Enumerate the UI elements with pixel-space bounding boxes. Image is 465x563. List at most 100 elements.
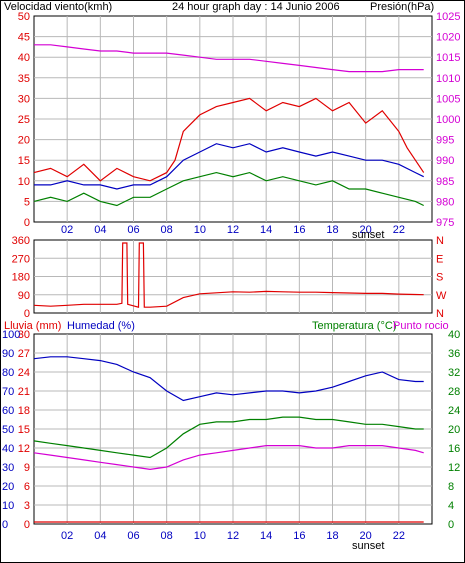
temperature-tick: 8	[448, 481, 454, 493]
pressure-tick: 1000	[436, 114, 460, 126]
humidity-tick: 0	[2, 519, 8, 531]
hour-tick: 10	[194, 224, 206, 236]
direction-tick: 360	[12, 235, 30, 247]
wind-tick: 30	[18, 93, 30, 105]
panel-3-series	[33, 356, 424, 523]
temperature-tick: 36	[448, 348, 460, 360]
hour-tick: 16	[293, 530, 305, 542]
blue-humidity-line	[33, 356, 424, 402]
humidity-tick: 50	[2, 424, 14, 436]
direction-tick: 180	[12, 272, 30, 284]
panel-3-grid	[34, 334, 432, 524]
panel-3-hour-labels: 02 04 06 08 10 12 14 16 18 20 22	[61, 530, 405, 542]
rain-tick: 0	[24, 519, 30, 531]
hour-tick: 02	[61, 530, 73, 542]
wind-tick: 25	[18, 114, 30, 126]
rain-tick: 21	[18, 386, 30, 398]
rain-tick-labels: 0 3 6 9 12 15 18 21 24 27 30	[18, 329, 30, 531]
temperature-tick: 40	[448, 329, 460, 341]
direction-tick: 270	[12, 253, 30, 265]
temperature-tick: 12	[448, 462, 460, 474]
pressure-tick: 980	[436, 196, 454, 208]
temperature-tick: 4	[448, 500, 454, 512]
humidity-tick: 40	[2, 443, 14, 455]
pressure-tick: 1010	[436, 73, 460, 85]
wind-tick: 20	[18, 135, 30, 147]
humidity-tick: 80	[2, 367, 14, 379]
humidity-tick: 60	[2, 405, 14, 417]
humidity-tick: 90	[2, 348, 14, 360]
wind-tick: 50	[18, 11, 30, 23]
pressure-tick: 1020	[436, 32, 460, 44]
temperature-axis-title: Temperatura (°C)	[312, 320, 396, 332]
pressure-tick: 1015	[436, 52, 460, 64]
dewpoint-axis-title: Punto rocio	[393, 320, 449, 332]
wind-axis-title: Velocidad viento(kmh)	[4, 1, 112, 13]
temp-humidity-panel: Lluvia (mm) Humedad (%) Temperatura (°C)…	[2, 320, 460, 552]
hour-tick: 04	[94, 530, 106, 542]
humidity-tick: 70	[2, 386, 14, 398]
hour-tick: 14	[260, 530, 272, 542]
wind-tick: 35	[18, 73, 30, 85]
hour-tick: 22	[393, 224, 405, 236]
humidity-tick-labels: 0 10 20 30 40 50 60 70 80 90 100	[2, 329, 20, 531]
rain-tick: 15	[18, 424, 30, 436]
green-wind-low-line	[33, 171, 424, 207]
red-wind-direction-line	[33, 242, 424, 308]
temperature-tick: 32	[448, 367, 460, 379]
rain-tick: 6	[24, 481, 30, 493]
pressure-tick: 985	[436, 176, 454, 188]
magenta-pressure-line	[34, 44, 424, 73]
humidity-tick: 20	[2, 481, 14, 493]
humidity-tick: 10	[2, 500, 14, 512]
pressure-tick: 990	[436, 155, 454, 167]
wind-tick: 0	[24, 217, 30, 229]
hour-tick: 06	[127, 224, 139, 236]
wind-pressure-panel: Velocidad viento(kmh) 24 hour graph day …	[4, 1, 460, 241]
hour-tick: 12	[227, 224, 239, 236]
hour-tick: 12	[227, 530, 239, 542]
rain-tick: 27	[18, 348, 30, 360]
humidity-axis-title: Humedad (%)	[67, 320, 135, 332]
temperature-tick: 24	[448, 405, 460, 417]
temperature-tick: 16	[448, 443, 460, 455]
hour-tick: 02	[61, 224, 73, 236]
hour-tick: 18	[326, 224, 338, 236]
hour-tick: 20	[360, 530, 372, 542]
pressure-axis-title: Presión(hPa)	[370, 1, 434, 13]
temperature-tick: 20	[448, 424, 460, 436]
hour-tick: 20	[360, 224, 372, 236]
rain-axis-title: Lluvia (mm)	[4, 320, 61, 332]
temperature-tick: 28	[448, 386, 460, 398]
hour-tick: 06	[127, 530, 139, 542]
sunset-label-3: sunset	[352, 540, 384, 552]
panel-1-series	[33, 44, 425, 207]
pressure-tick: 1005	[436, 93, 460, 105]
wind-tick: 5	[24, 196, 30, 208]
panel-1-grid	[34, 16, 432, 222]
hour-tick: 08	[161, 530, 173, 542]
blue-wind-average-line	[34, 143, 424, 190]
compass-tick: N	[436, 235, 444, 247]
panel-2-grid	[34, 240, 432, 313]
panel-2-series	[33, 242, 424, 308]
sunset-label-1: sunset	[352, 229, 384, 241]
rain-tick: 24	[18, 367, 30, 379]
humidity-tick: 30	[2, 462, 14, 474]
hour-tick: 08	[161, 224, 173, 236]
red-wind-gust-line	[33, 97, 425, 182]
compass-tick: E	[436, 253, 443, 265]
direction-degree-labels: 0 90 180 270 360	[12, 235, 30, 320]
temperature-tick: 0	[448, 519, 454, 531]
compass-tick: S	[436, 272, 443, 284]
humidity-tick: 100	[2, 329, 20, 341]
hour-tick: 18	[326, 530, 338, 542]
pressure-tick: 995	[436, 135, 454, 147]
direction-tick: 90	[18, 290, 30, 302]
hour-tick: 16	[293, 224, 305, 236]
pressure-tick-labels: 975 980 985 990 995 1000 1005 1010 1015 1020 1025	[436, 11, 460, 229]
temperature-tick-labels: 0 4 8 12 16 20 24 28 32 36 40	[448, 329, 460, 531]
pressure-tick: 975	[436, 217, 454, 229]
